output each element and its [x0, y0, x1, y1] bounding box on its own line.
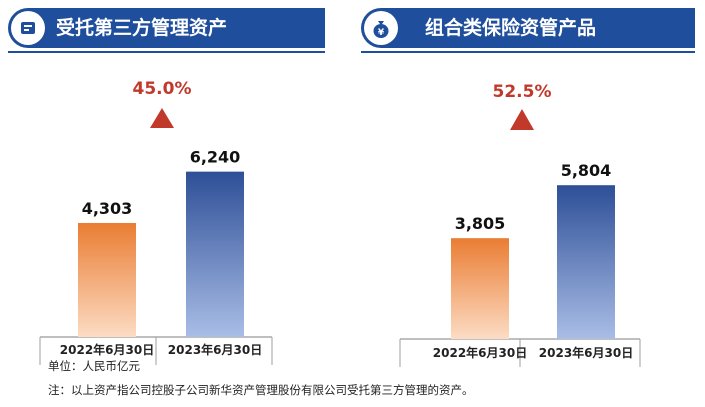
- left-growth-arrow-icon: [150, 108, 174, 128]
- footnote: 注：以上资产指公司控股子公司新华资产管理股份有限公司受托第三方管理的资产。: [48, 383, 474, 397]
- banner-underline: [8, 51, 325, 53]
- right-bar-1: [451, 238, 509, 339]
- left-bar-2: [186, 171, 244, 337]
- left-bar-1: [78, 222, 136, 337]
- right-growth-arrow-icon: [510, 109, 534, 130]
- left-category-label-1: 2022年6月30日: [60, 342, 154, 357]
- left-bar-value-2: 6,240: [190, 148, 241, 167]
- right-category-label-1: 2022年6月30日: [433, 345, 527, 360]
- left-growth-label: 45.0%: [133, 79, 192, 99]
- right-category-label-2: 2023年6月30日: [539, 345, 633, 360]
- banner-underline: [361, 51, 695, 53]
- left-chart-title: 受托第三方管理资产: [56, 17, 228, 39]
- right-bar-2: [557, 185, 615, 339]
- left-bar-value-1: 4,303: [82, 199, 133, 218]
- money-bag-icon: ¥: [364, 11, 398, 45]
- right-chart-title: 组合类保险资管产品: [425, 17, 597, 39]
- right-bar-value-2: 5,804: [561, 161, 612, 180]
- unit-note: 单位：人民币亿元: [48, 359, 140, 373]
- svg-text:¥: ¥: [378, 28, 385, 38]
- document-icon: [11, 11, 45, 45]
- left-chart-banner: 受托第三方管理资产: [8, 8, 325, 53]
- right-growth-label: 52.5%: [493, 82, 552, 102]
- left-category-label-2: 2023年6月30日: [168, 342, 262, 357]
- right-chart-banner: ¥ 组合类保险资管产品: [361, 8, 695, 53]
- right-bar-value-1: 3,805: [455, 214, 506, 233]
